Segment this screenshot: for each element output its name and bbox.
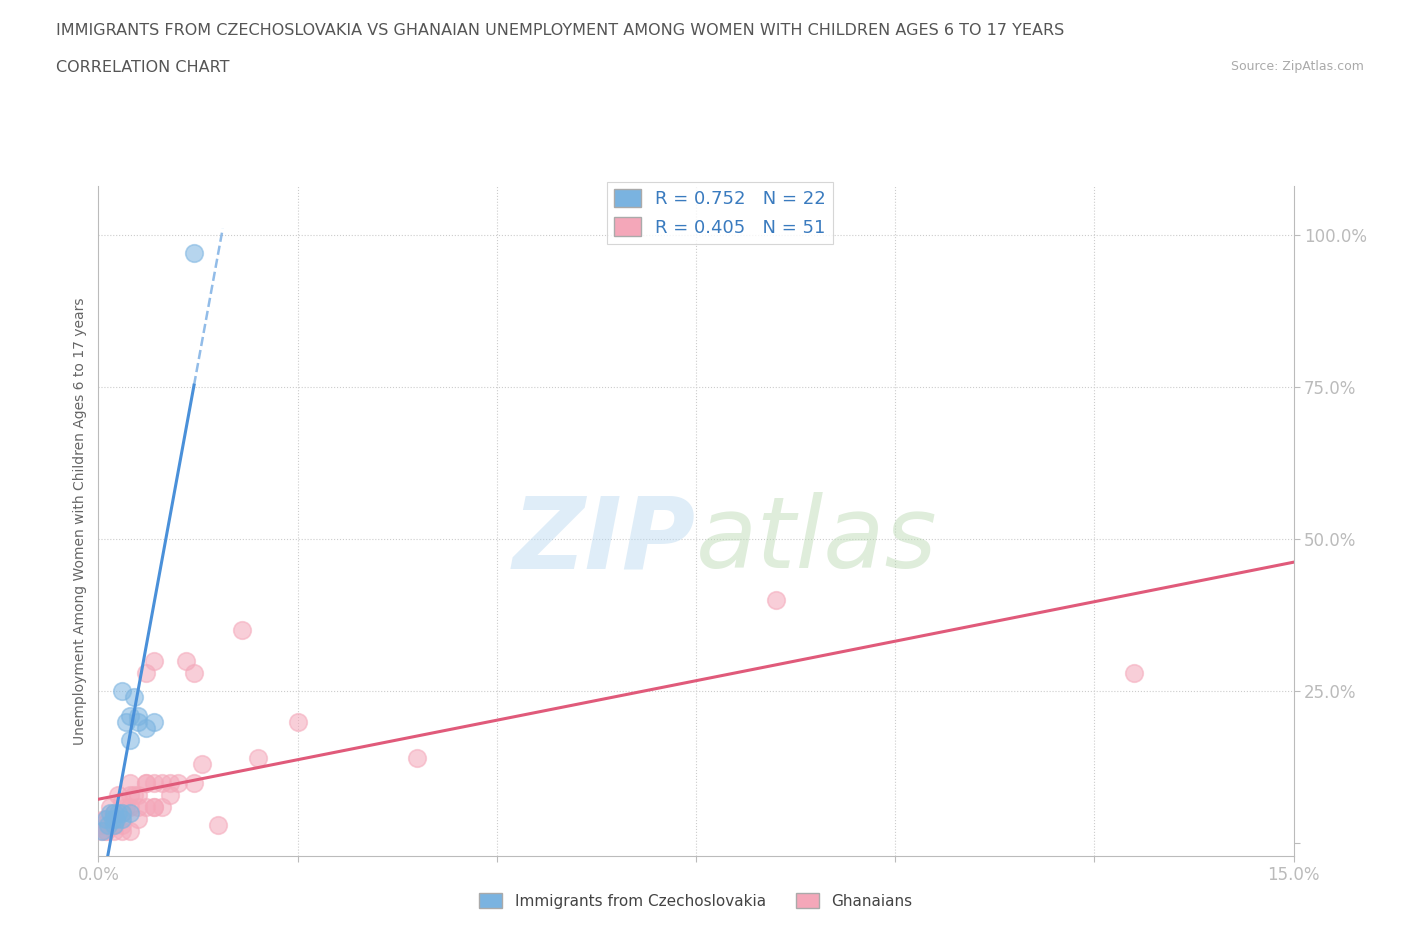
Point: [104, 812, 127, 827]
Point: [103, 812, 125, 827]
Point: [103, 805, 125, 820]
Point: [100, 800, 122, 815]
Point: [183, 666, 205, 681]
Point: [127, 800, 149, 815]
Point: [93, 812, 115, 827]
Point: [124, 690, 146, 705]
Point: [159, 788, 181, 803]
Point: [246, 751, 269, 765]
Point: [120, 708, 142, 723]
Point: [107, 805, 129, 820]
Point: [120, 733, 142, 748]
Point: [111, 684, 134, 698]
Point: [96, 824, 118, 839]
Point: [120, 800, 142, 815]
Point: [120, 805, 142, 820]
Legend: Immigrants from Czechoslovakia, Ghanaians: Immigrants from Czechoslovakia, Ghanaian…: [474, 886, 918, 915]
Point: [143, 714, 166, 729]
Point: [127, 812, 149, 827]
Point: [107, 788, 129, 803]
Point: [150, 775, 173, 790]
Point: [111, 805, 134, 820]
Point: [183, 775, 205, 790]
Point: [115, 800, 138, 815]
Point: [1123, 666, 1146, 681]
Text: ZIP: ZIP: [513, 492, 696, 590]
Point: [127, 714, 149, 729]
Point: [231, 623, 253, 638]
Point: [103, 824, 125, 839]
Point: [159, 775, 181, 790]
Point: [103, 817, 125, 832]
Point: [111, 805, 134, 820]
Point: [120, 824, 142, 839]
Point: [143, 800, 166, 815]
Point: [91, 817, 114, 832]
Point: [167, 775, 190, 790]
Point: [111, 805, 134, 820]
Point: [127, 708, 149, 723]
Point: [111, 812, 134, 827]
Point: [97, 817, 120, 832]
Point: [96, 812, 118, 827]
Point: [111, 817, 134, 832]
Point: [120, 775, 142, 790]
Point: [120, 788, 142, 803]
Text: atlas: atlas: [696, 492, 938, 590]
Point: [103, 805, 125, 820]
Point: [103, 817, 125, 832]
Point: [101, 812, 124, 827]
Point: [90, 824, 112, 839]
Point: [174, 654, 197, 669]
Point: [124, 788, 146, 803]
Text: CORRELATION CHART: CORRELATION CHART: [56, 60, 229, 75]
Point: [135, 666, 157, 681]
Point: [111, 824, 134, 839]
Point: [103, 817, 125, 832]
Point: [183, 246, 205, 260]
Point: [135, 721, 157, 736]
Point: [135, 775, 157, 790]
Text: IMMIGRANTS FROM CZECHOSLOVAKIA VS GHANAIAN UNEMPLOYMENT AMONG WOMEN WITH CHILDRE: IMMIGRANTS FROM CZECHOSLOVAKIA VS GHANAI…: [56, 23, 1064, 38]
Point: [143, 775, 166, 790]
Point: [135, 775, 157, 790]
Point: [127, 788, 149, 803]
Point: [96, 824, 118, 839]
Point: [111, 793, 134, 808]
Point: [143, 800, 166, 815]
Point: [406, 751, 429, 765]
Point: [150, 800, 173, 815]
Point: [765, 592, 787, 607]
Point: [207, 817, 229, 832]
Point: [91, 824, 114, 839]
Y-axis label: Unemployment Among Women with Children Ages 6 to 17 years: Unemployment Among Women with Children A…: [73, 297, 87, 745]
Point: [100, 805, 122, 820]
Text: Source: ZipAtlas.com: Source: ZipAtlas.com: [1230, 60, 1364, 73]
Point: [191, 757, 214, 772]
Point: [115, 714, 138, 729]
Point: [287, 714, 309, 729]
Point: [135, 800, 157, 815]
Point: [143, 654, 166, 669]
Point: [96, 812, 118, 827]
